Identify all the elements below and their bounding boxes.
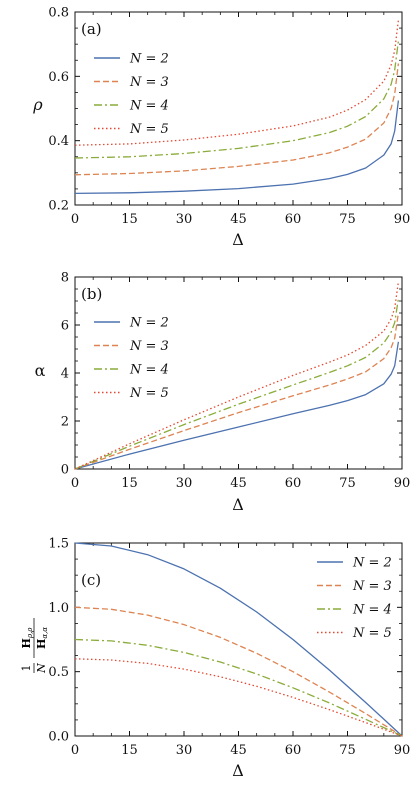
- x-tick-label: 0: [71, 212, 79, 227]
- x-tick-label: 15: [121, 212, 138, 227]
- x-tick-label: 15: [121, 476, 138, 491]
- y-tick-label: 0.5: [48, 665, 69, 680]
- x-tick-label: 45: [230, 743, 247, 758]
- series-line-3: [74, 606, 403, 737]
- y-tick-label: 0.2: [48, 199, 69, 214]
- legend-label: N = 4: [129, 99, 169, 114]
- legend-label: N = 5: [129, 122, 169, 137]
- y-tick-label: 6: [61, 319, 69, 334]
- x-tick-label: 90: [394, 212, 411, 227]
- y-label-num-H: H: [20, 638, 33, 648]
- y-label-den-H: H: [35, 639, 48, 649]
- x-tick-label: 30: [176, 743, 193, 758]
- panel-b: (b) α Δ 0 15 30 45 60 75 90 0 2 4 6 8 N = 2 N = 3 N =…: [35, 271, 411, 515]
- y-axis-label: 1 N Hρ,ρ Hα,α: [20, 618, 49, 674]
- x-tick-label: 90: [394, 476, 411, 491]
- x-tick-label: 75: [339, 476, 356, 491]
- panel-c: (c) 1 N Hρ,ρ Hα,α Δ 0 15 30 45 60 75 900.00.51…: [20, 537, 410, 781]
- plot-frame: [74, 11, 403, 206]
- legend-label: N = 5: [352, 626, 392, 641]
- legend-label: N = 2: [129, 52, 169, 67]
- series-line-2: [74, 341, 400, 470]
- x-tick-label: 0: [71, 476, 79, 491]
- legend-label: N = 2: [129, 316, 169, 331]
- y-tick-label: 2: [61, 415, 69, 430]
- panel-label: (b): [81, 285, 102, 303]
- y-label-num-sub: ρ,ρ: [26, 627, 34, 639]
- legend-label: N = 4: [352, 603, 392, 618]
- y-tick-label: 0.8: [48, 6, 69, 21]
- y-axis-label: α: [35, 361, 46, 380]
- x-tick-label: 15: [121, 743, 138, 758]
- y-label-frac-num-1: 1: [20, 665, 33, 672]
- x-tick-label: 30: [176, 476, 193, 491]
- y-tick-label: 0.4: [48, 134, 69, 149]
- y-label-frac-num-2: Hρ,ρ: [20, 627, 34, 649]
- x-tick-label: 60: [285, 212, 302, 227]
- panel-label: (a): [81, 20, 102, 38]
- x-tick-label: 75: [339, 743, 356, 758]
- x-tick-label: 0: [71, 743, 79, 758]
- y-axis-label: ρ: [32, 95, 43, 114]
- series-line-5: [74, 658, 403, 737]
- x-axis-label: Δ: [232, 230, 244, 249]
- legend-label: N = 4: [129, 363, 169, 378]
- x-tick-label: 30: [176, 212, 193, 227]
- y-tick-label: 0: [61, 463, 69, 478]
- x-tick-label: 60: [285, 743, 302, 758]
- y-label-den-sub: α,α: [41, 627, 49, 639]
- legend-label: N = 2: [352, 556, 392, 571]
- x-axis-label: Δ: [232, 495, 244, 514]
- series-line-4: [74, 40, 400, 159]
- series-line-5: [74, 281, 400, 470]
- series-line-2: [74, 100, 400, 195]
- y-tick-label: 1.0: [48, 601, 69, 616]
- legend-label: N = 3: [352, 579, 392, 594]
- y-label-frac-den-2: Hα,α: [35, 627, 49, 649]
- legend-label: N = 3: [129, 339, 169, 354]
- series-line-5: [74, 19, 400, 146]
- panel-label: (c): [81, 571, 101, 589]
- panel-a: (a) ρ Δ 0 15 30 45 60 75 90 0.2 0.4 0.6 0.8 N = 2 N…: [32, 6, 410, 250]
- y-label-frac-den-1: N: [35, 663, 48, 674]
- x-tick-label: 60: [285, 476, 302, 491]
- series-line-2: [74, 542, 403, 737]
- y-tick-label: 4: [61, 367, 69, 382]
- series-line-4: [74, 638, 403, 737]
- x-tick-label: 75: [339, 212, 356, 227]
- y-tick-label: 1.5: [48, 537, 69, 552]
- y-tick-label: 8: [61, 271, 69, 286]
- legend-label: N = 5: [129, 386, 169, 401]
- x-tick-label: 45: [230, 476, 247, 491]
- x-tick-label: 90: [394, 743, 411, 758]
- series-line-3: [74, 312, 400, 470]
- y-tick-label: 0.6: [48, 70, 69, 85]
- series-line-3: [74, 63, 400, 176]
- series-line-4: [74, 298, 400, 470]
- y-tick-label: 0.0: [48, 730, 69, 745]
- plot-frame: [74, 276, 403, 470]
- legend-label: N = 3: [129, 75, 169, 90]
- x-axis-label: Δ: [232, 761, 244, 780]
- x-tick-label: 45: [230, 212, 247, 227]
